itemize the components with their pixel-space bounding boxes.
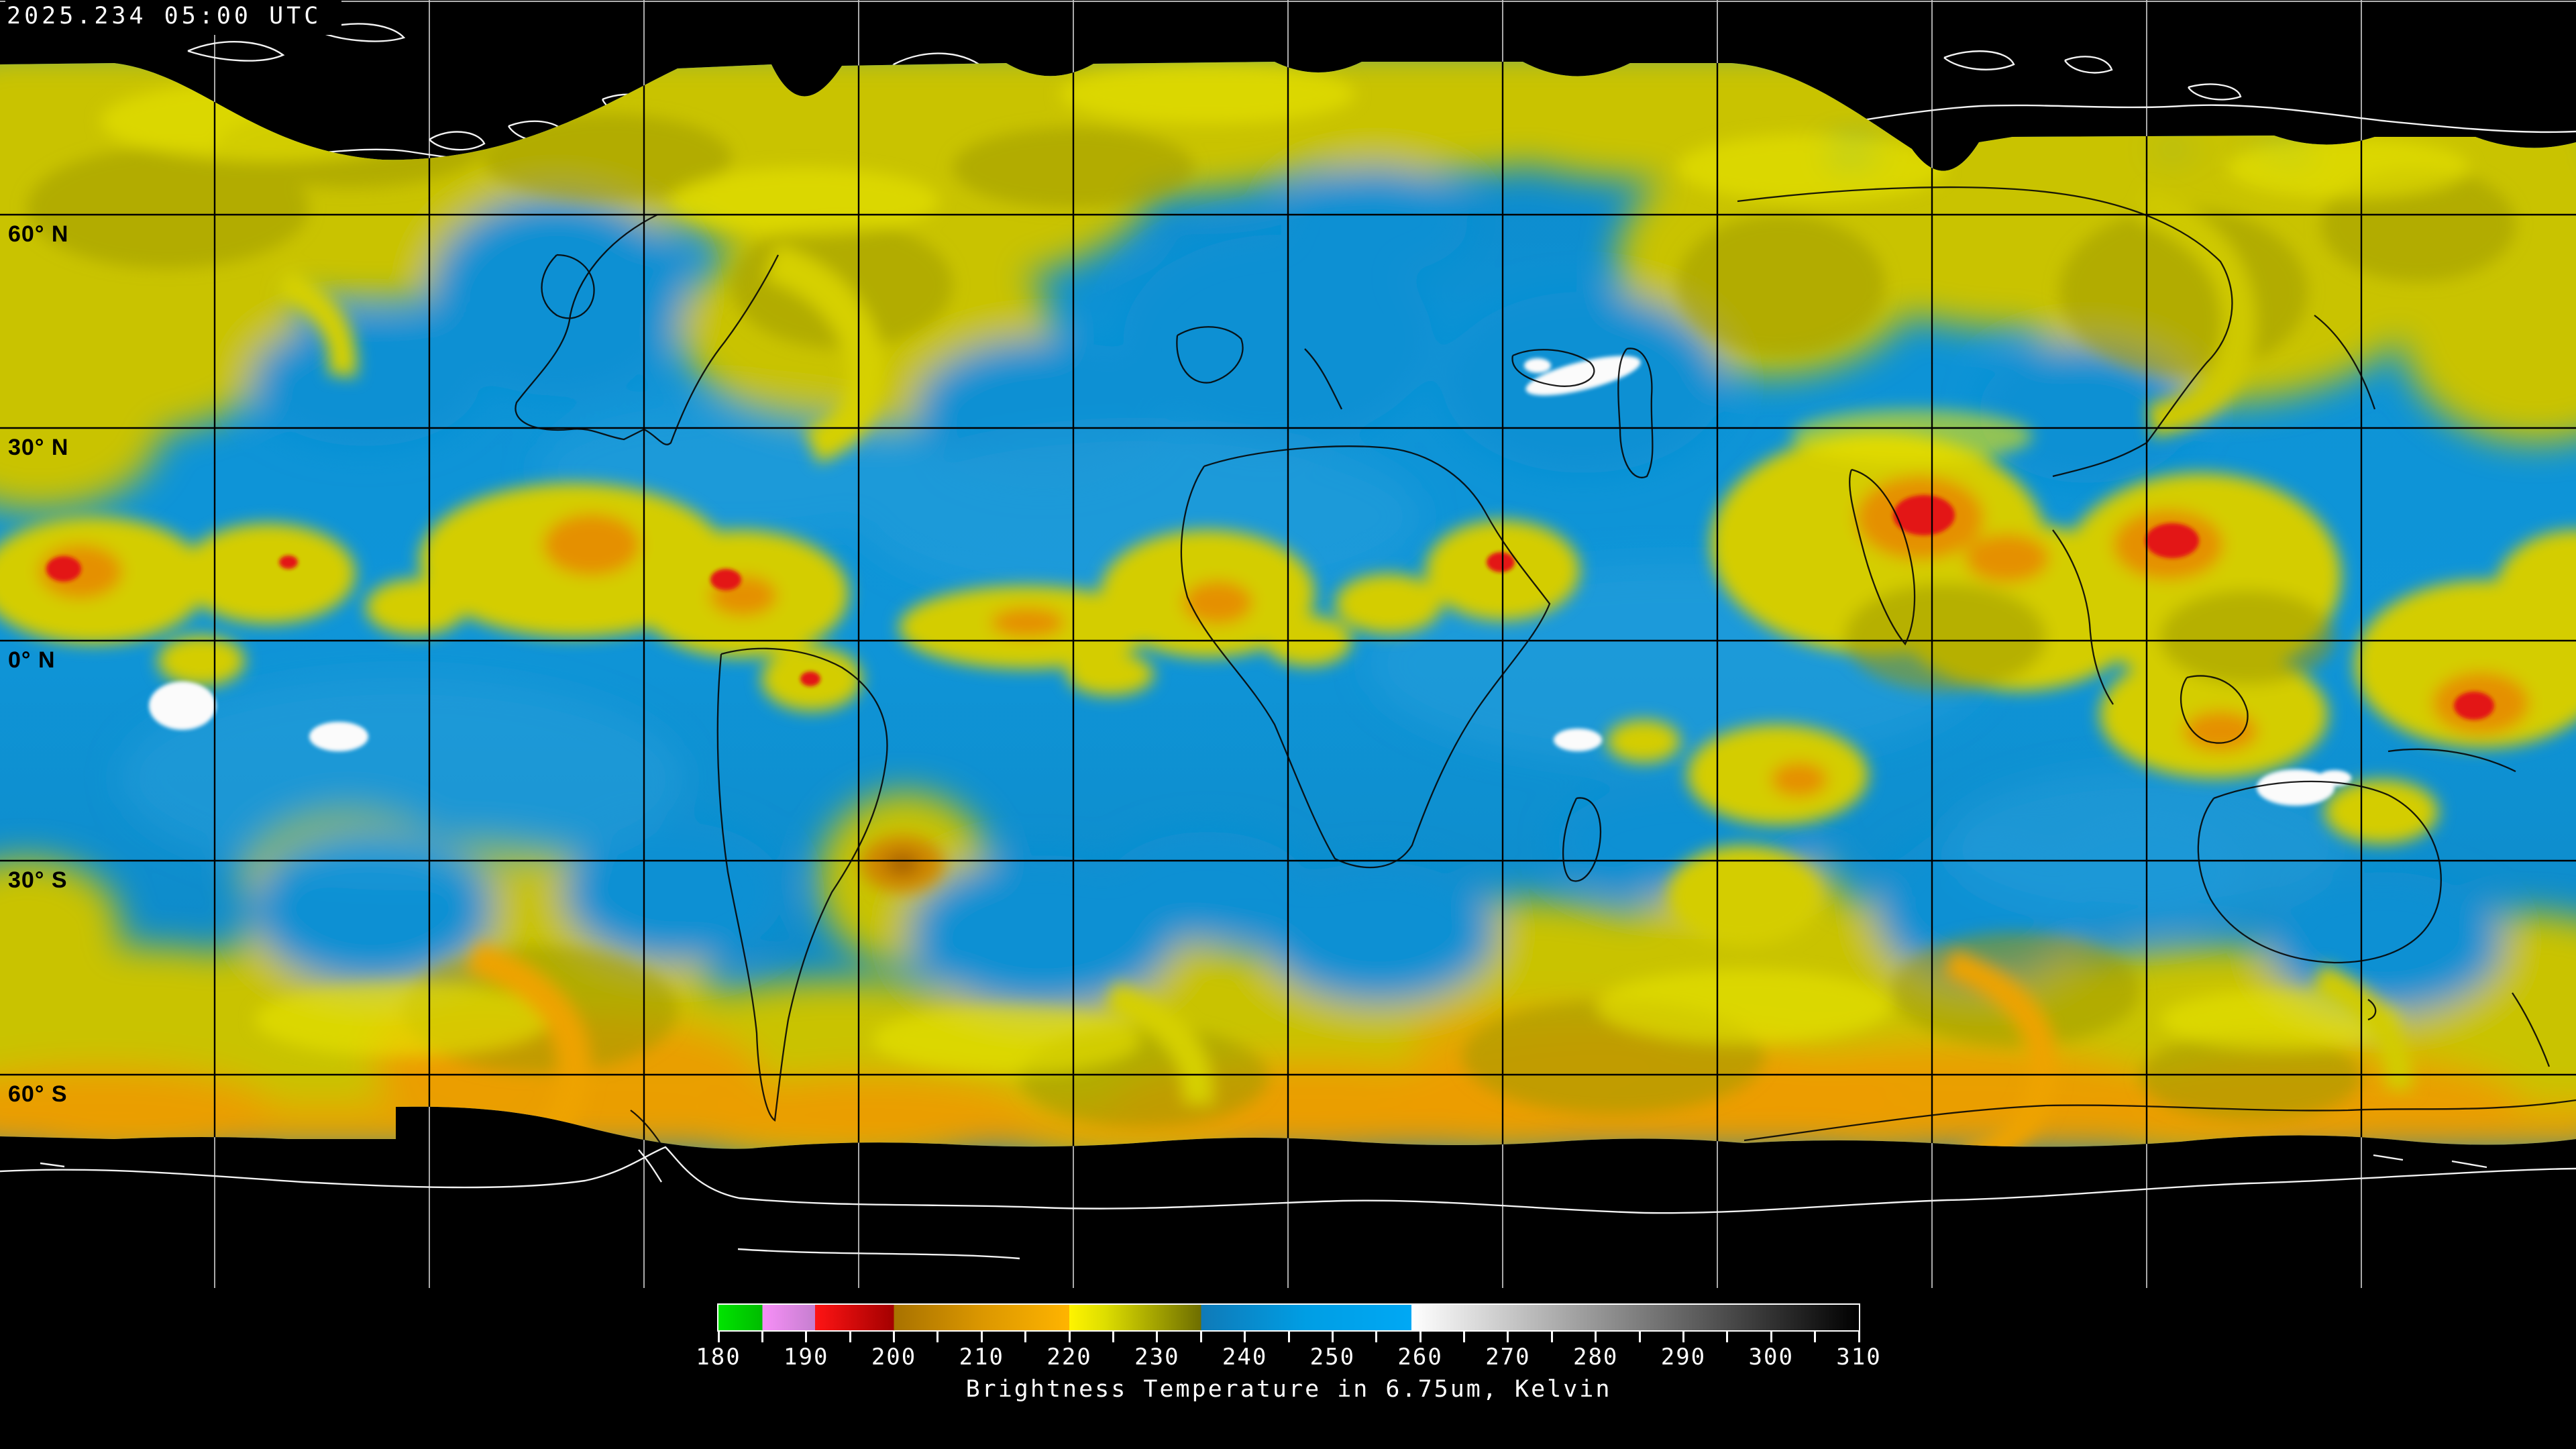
graticule-on-data	[0, 0, 2576, 1288]
latitude-label: 30° S	[8, 867, 68, 893]
latitude-label: 60° S	[8, 1081, 68, 1107]
data-field	[0, 0, 2576, 1288]
antarctic-coastlines	[0, 1146, 2576, 1260]
continent-coastlines	[515, 186, 2576, 1144]
latitude-label: 30° N	[8, 435, 69, 460]
convection-clusters	[0, 64, 2576, 1149]
latitude-label: 60° N	[8, 221, 69, 247]
cold-cloud-cores	[46, 495, 2494, 720]
timestamp-label: 2025.234 05:00 UTC	[5, 0, 342, 35]
latitude-label: 0° N	[8, 647, 56, 673]
